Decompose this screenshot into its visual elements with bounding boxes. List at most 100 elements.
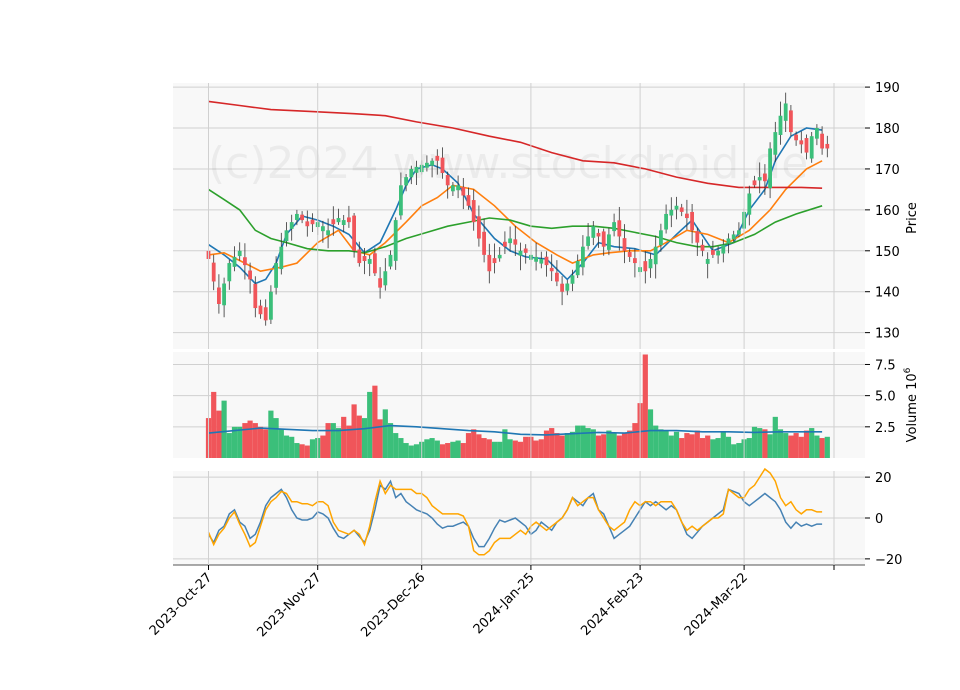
candle-body [513,239,518,245]
volume-bar [523,436,529,458]
moving-average-line [208,100,823,189]
volume-bar [642,354,648,458]
candle-body [248,270,252,280]
volume-bar [502,429,508,458]
candle-body [768,148,772,189]
volume-bar [486,439,492,458]
candle-body [269,291,273,320]
volume-bar [377,419,383,458]
candle-body [664,213,668,230]
volume-tick-label: 2.5 [875,421,896,436]
volume-bar [673,431,680,458]
candle-body [404,177,408,186]
volume-bar [455,440,461,458]
volume-bar [762,429,768,458]
volume-bar [793,433,799,458]
candle-body [570,275,575,284]
volume-bar [746,438,752,458]
candle-body [357,249,362,264]
volume-bar [710,439,716,458]
volume-bar [559,435,565,458]
candle-body [711,249,715,255]
volume-bar [575,425,581,458]
volume-bar [221,400,227,458]
price-tick-label: 140 [875,286,900,301]
price-tick-label: 130 [875,327,900,342]
volume-bar [803,430,810,458]
candle-body [352,215,356,251]
volume-bar [632,423,638,458]
volume-bar [590,429,596,458]
candle-body [601,231,606,247]
candle-body [388,254,393,267]
candle-body [763,173,767,182]
volume-bar [471,429,477,458]
volume-bar [699,438,706,458]
volume-bar [361,418,368,458]
x-tick-label: 2024-Feb-23 [578,570,647,639]
candle-body [737,230,741,235]
volume-bar [616,435,622,458]
candle-body [789,110,793,133]
volume-bar [398,438,404,458]
candle-body [622,238,627,251]
volume-bar [403,443,409,458]
volume-bar [216,410,222,458]
candle-body [669,209,674,216]
candle-body [591,226,596,238]
candle-body [565,283,570,291]
volume-bar [341,416,347,458]
candle-body [274,263,278,288]
candle-body [721,244,726,254]
candle-body [279,246,284,270]
candle-body [815,128,819,139]
volume-bar [580,425,586,458]
candle-body [211,262,216,282]
candle-body [804,138,809,153]
volume-bar [387,423,394,458]
volume-bar [788,435,794,458]
volume-bar [393,433,399,458]
candle-body [757,177,762,181]
candle-body [674,205,679,210]
volume-bar [705,435,711,458]
candle-body [690,211,694,231]
candle-body [549,267,554,272]
candle-body [575,261,580,276]
candle-body [612,222,616,232]
candle-body [773,132,778,155]
volume-bar [304,445,310,458]
candle-body [456,185,460,191]
volume-bar [346,425,352,458]
candle-body [383,271,388,286]
volume-bar [507,439,513,458]
price-panel-bg [173,83,865,349]
volume-tick-label: 7.5 [875,358,896,373]
candle-body [783,103,788,121]
candle-body [596,232,601,237]
candle-body [555,272,559,282]
candle-body [643,261,648,272]
candle-body [243,257,247,266]
volume-bar [445,443,451,458]
volume-bar [814,435,820,458]
candle-body [326,230,330,236]
volume-bar [757,428,763,458]
x-tick-label: 2024-Mar-22 [682,570,751,639]
candle-body [492,258,497,264]
candle-body [461,187,466,196]
volume-bar [694,430,700,458]
volume-bar [569,431,576,458]
volume-bar [538,439,544,458]
volume-bar [658,429,664,458]
volume-bar [601,434,607,458]
volume-bar [736,443,742,458]
volume-bar [668,435,674,458]
candle-body [695,231,700,243]
candle-body [440,157,445,174]
candle-body [633,258,637,264]
candle-body [560,283,564,292]
volume-bar [517,441,524,458]
candle-body [726,238,731,244]
